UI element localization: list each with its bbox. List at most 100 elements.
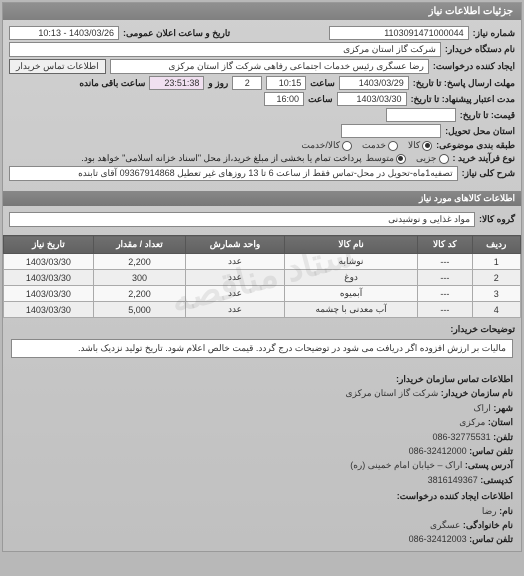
desc-label: شرح کلی نیاز: (462, 168, 515, 179)
table-row: 2---دوغعدد3001403/03/30 (4, 270, 521, 286)
contact-info-button[interactable]: اطلاعات تماس خریدار (9, 59, 106, 74)
post-label: کدپستی: (480, 475, 513, 485)
price-label: قیمت: تا تاریخ: (460, 110, 515, 121)
table-header: تعداد / مقدار (93, 236, 185, 254)
city-label: شهر: (493, 403, 513, 413)
class-both-radio[interactable]: کالا/خدمت (301, 140, 352, 151)
table-cell: --- (418, 302, 472, 318)
deadline-send-label: مهلت ارسال پاسخ: تا تاریخ: (413, 78, 515, 89)
class-service-radio[interactable]: خدمت (362, 140, 398, 151)
table-cell: آب معدنی با چشمه (284, 302, 417, 318)
table-cell: نوشابه (284, 254, 417, 270)
table-cell: 300 (93, 270, 185, 286)
table-cell: 4 (472, 302, 520, 318)
table-header: ردیف (472, 236, 520, 254)
table-cell: 3 (472, 286, 520, 302)
class-service-label: خدمت (362, 140, 386, 151)
tel-label: تلفن: (493, 432, 513, 442)
proc-label: نوع فرآیند خرید : (453, 153, 516, 164)
class-label: طبقه بندی موضوعی: (436, 140, 515, 151)
req-no-value: 1103091471000044 (329, 26, 469, 40)
valid-label: مدت اعتبار پیشنهاد: تا تاریخ: (411, 94, 515, 105)
table-cell: عدد (186, 302, 285, 318)
table-cell: عدد (186, 286, 285, 302)
table-cell: 1403/03/30 (4, 302, 94, 318)
table-header: کد کالا (418, 236, 472, 254)
table-cell: 2,200 (93, 286, 185, 302)
requester-value: رضا عسگری رئیس خدمات اجتماعی رفاهی شرکت … (110, 59, 429, 74)
post: 3816149367 (428, 475, 478, 485)
goods-section-title: اطلاعات کالاهای مورد نیاز (3, 191, 521, 206)
table-cell: 1 (472, 254, 520, 270)
valid-time: 16:00 (264, 92, 304, 106)
fax-label: تلفن تماس: (469, 446, 513, 456)
time-label-1: ساعت (310, 78, 335, 89)
remain-time: 23:51:38 (149, 76, 204, 90)
radio-icon (388, 141, 398, 151)
addr: اراک – خیابان امام خمینی (ره) (350, 460, 462, 470)
table-cell: عدد (186, 270, 285, 286)
remain-days-label: روز و (208, 78, 228, 89)
org-contact-header: اطلاعات تماس سازمان خریدار: (11, 372, 513, 386)
radio-icon (439, 154, 449, 164)
lname-label: نام خانوادگی: (463, 520, 513, 530)
table-row: 4---آب معدنی با چشمهعدد5,0001403/03/30 (4, 302, 521, 318)
class-goods-label: کالا (408, 140, 420, 151)
proc-note: پرداخت تمام یا بخشی از مبلغ خرید،از محل … (81, 153, 361, 164)
proc-partial-radio[interactable]: جزیی (416, 153, 449, 164)
class-goods-radio[interactable]: کالا (408, 140, 432, 151)
org-name: شرکت گاز استان مرکزی (346, 388, 439, 398)
panel-header: جزئیات اطلاعات نیاز (3, 3, 521, 20)
remain-days: 2 (232, 76, 262, 90)
buyer-note-value: مالیات بر ارزش افزوده اگر دریافت می شود … (11, 339, 513, 358)
table-cell: 2 (472, 270, 520, 286)
rtel: 32412003-086 (409, 534, 467, 544)
lname: عسگری (430, 520, 460, 530)
province: مرکزی (459, 417, 485, 427)
table-cell: --- (418, 254, 472, 270)
tel: 32775531-086 (433, 432, 491, 442)
group-value: مواد غذایی و نوشیدنی (9, 212, 475, 227)
name-label: نام: (499, 506, 513, 516)
valid-date: 1403/03/30 (337, 92, 407, 106)
rtel-label: تلفن تماس: (469, 534, 513, 544)
desc-value: تصفیه1ماه-تحویل در محل-تماس فقط از ساعت … (9, 166, 458, 181)
table-cell: 2,200 (93, 254, 185, 270)
price-date (386, 108, 456, 122)
table-row: 1---نوشابهعدد2,2001403/03/30 (4, 254, 521, 270)
buyer-note-label: توضیحات خریدار: (450, 324, 515, 335)
table-row: 3---آبمیوهعدد2,2001403/03/30 (4, 286, 521, 302)
table-header: نام کالا (284, 236, 417, 254)
class-radio-group: کالا خدمت کالا/خدمت (301, 140, 432, 151)
radio-checked-icon (396, 154, 406, 164)
pub-date-value: 1403/03/26 - 10:13 (9, 26, 119, 40)
org-name-label: نام سازمان خریدار: (441, 388, 513, 398)
buyer-value: شرکت گاز استان مرکزی (9, 42, 441, 57)
fax: 32412000-086 (409, 446, 467, 456)
proc-small-radio[interactable]: متوسط (366, 153, 406, 164)
name: رضا (482, 506, 497, 516)
class-both-label: کالا/خدمت (301, 140, 340, 151)
time-label-2: ساعت (308, 94, 333, 105)
req-no-label: شماره نیاز: (473, 28, 515, 39)
goods-table: ردیفکد کالانام کالاواحد شمارشتعداد / مقد… (3, 235, 521, 318)
proc-radio-group: جزیی متوسط (366, 153, 449, 164)
province-label: استان: (488, 417, 513, 427)
deadline-send-time: 10:15 (266, 76, 306, 90)
req-contact-header: اطلاعات ایجاد کننده درخواست: (11, 489, 513, 503)
proc-partial-label: جزیی (416, 153, 437, 164)
deliver-loc-value (341, 124, 441, 138)
deliver-loc-label: استان محل تحویل: (445, 126, 515, 137)
city: اراک (473, 403, 490, 413)
table-cell: 1403/03/30 (4, 286, 94, 302)
table-cell: آبمیوه (284, 286, 417, 302)
table-cell: عدد (186, 254, 285, 270)
table-cell: --- (418, 286, 472, 302)
radio-icon (342, 141, 352, 151)
buyer-label: نام دستگاه خریدار: (445, 44, 515, 55)
table-cell: --- (418, 270, 472, 286)
group-label: گروه کالا: (479, 214, 515, 225)
table-header: تاریخ نیاز (4, 236, 94, 254)
table-header: واحد شمارش (186, 236, 285, 254)
proc-small-label: متوسط (366, 153, 394, 164)
